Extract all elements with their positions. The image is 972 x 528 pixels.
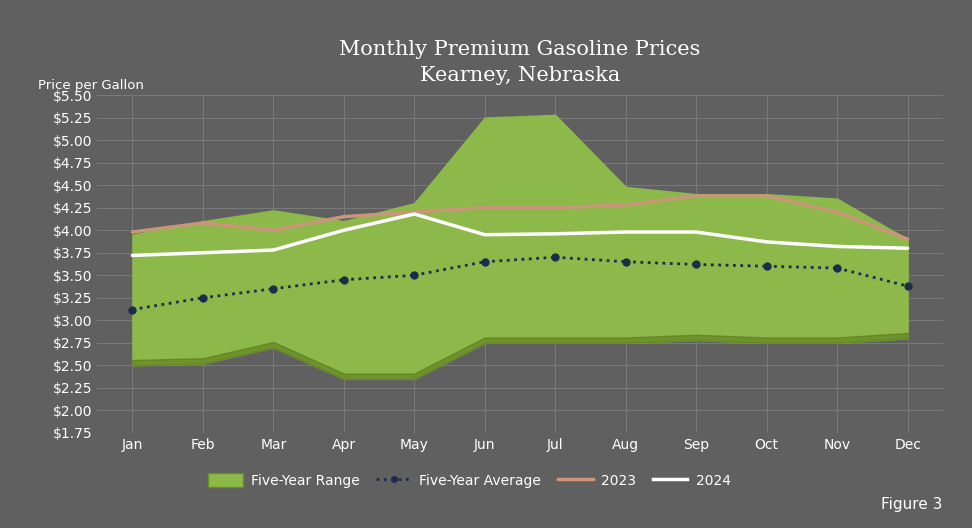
Text: Price per Gallon: Price per Gallon — [38, 79, 144, 92]
Text: Figure 3: Figure 3 — [882, 497, 943, 512]
Title: Monthly Premium Gasoline Prices
Kearney, Nebraska: Monthly Premium Gasoline Prices Kearney,… — [339, 40, 701, 85]
Legend: Five-Year Range, Five-Year Average, 2023, 2024: Five-Year Range, Five-Year Average, 2023… — [202, 468, 736, 494]
